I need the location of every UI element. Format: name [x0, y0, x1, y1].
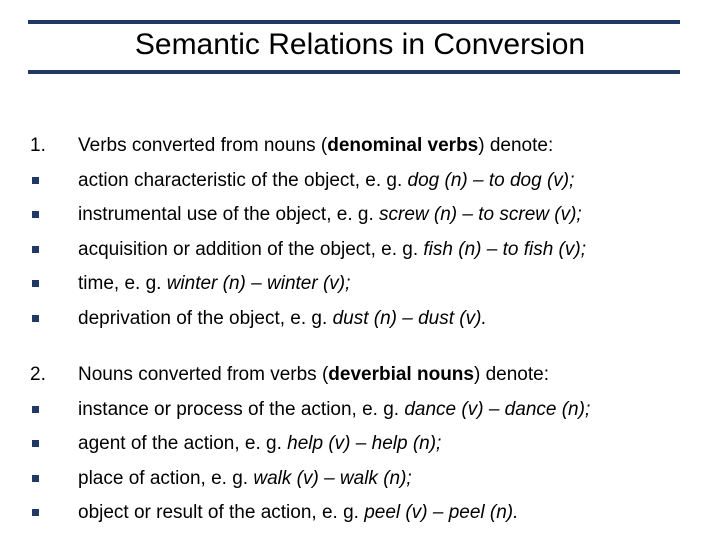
list-item-text: object or result of the action, e. g. pe… — [78, 499, 518, 528]
list-item: place of action, e. g. walk (v) – walk (… — [30, 465, 688, 494]
title-bar-top — [28, 20, 680, 24]
section-lead: 2. Nouns converted from verbs (deverbial… — [30, 361, 688, 390]
title-bar-bottom — [28, 70, 680, 74]
square-bullet-icon — [30, 396, 78, 413]
list-item: deprivation of the object, e. g. dust (n… — [30, 305, 688, 334]
list-item: time, e. g. winter (n) – winter (v); — [30, 270, 688, 299]
body-content: 1. Verbs converted from nouns (denominal… — [30, 132, 688, 534]
list-item-text: instrumental use of the object, e. g. sc… — [78, 201, 582, 230]
section-gap — [30, 339, 688, 361]
list-item: object or result of the action, e. g. pe… — [30, 499, 688, 528]
square-bullet-icon — [30, 430, 78, 447]
list-item-text: instance or process of the action, e. g.… — [78, 396, 590, 425]
slide: Semantic Relations in Conversion 1. Verb… — [0, 0, 720, 540]
list-item: instance or process of the action, e. g.… — [30, 396, 688, 425]
section-lead-text: Nouns converted from verbs (deverbial no… — [78, 361, 549, 390]
square-bullet-icon — [30, 167, 78, 184]
list-item-text: deprivation of the object, e. g. dust (n… — [78, 305, 487, 334]
list-item-text: action characteristic of the object, e. … — [78, 167, 574, 196]
square-bullet-icon — [30, 270, 78, 287]
page-title: Semantic Relations in Conversion — [0, 28, 720, 62]
list-item: action characteristic of the object, e. … — [30, 167, 688, 196]
list-item: instrumental use of the object, e. g. sc… — [30, 201, 688, 230]
square-bullet-icon — [30, 499, 78, 516]
square-bullet-icon — [30, 236, 78, 253]
square-bullet-icon — [30, 305, 78, 322]
list-item: agent of the action, e. g. help (v) – he… — [30, 430, 688, 459]
section-lead-text: Verbs converted from nouns (denominal ve… — [78, 132, 553, 161]
square-bullet-icon — [30, 201, 78, 218]
list-item-text: agent of the action, e. g. help (v) – he… — [78, 430, 441, 459]
list-item: acquisition or addition of the object, e… — [30, 236, 688, 265]
list-item-text: time, e. g. winter (n) – winter (v); — [78, 270, 350, 299]
square-bullet-icon — [30, 465, 78, 482]
section-number: 2. — [30, 361, 78, 390]
section-lead: 1. Verbs converted from nouns (denominal… — [30, 132, 688, 161]
list-item-text: acquisition or addition of the object, e… — [78, 236, 586, 265]
list-item-text: place of action, e. g. walk (v) – walk (… — [78, 465, 412, 494]
section-number: 1. — [30, 132, 78, 161]
